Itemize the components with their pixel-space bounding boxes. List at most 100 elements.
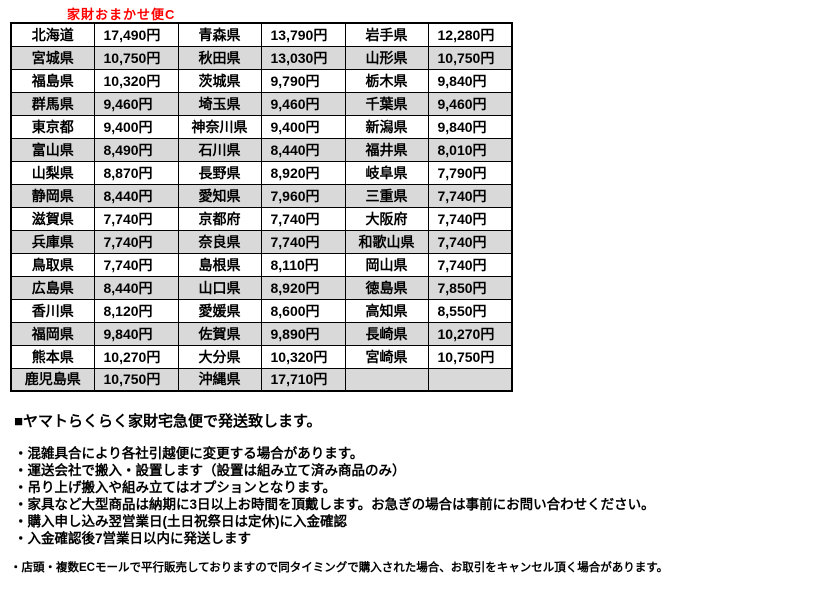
price-cell: 17,710円 (260, 367, 346, 392)
price-cell: 8,440円 (260, 137, 346, 162)
price-cell: 9,460円 (427, 91, 513, 116)
prefecture-cell: 福岡県 (10, 321, 95, 346)
table-row: 兵庫県 7,740円 奈良県 7,740円 和歌山県 7,740円 (10, 229, 513, 254)
prefecture-cell: 滋賀県 (10, 206, 95, 231)
prefecture-cell: 秋田県 (177, 45, 262, 70)
prefecture-cell: 佐賀県 (177, 321, 262, 346)
price-cell: 9,460円 (93, 91, 179, 116)
price-cell: 9,790円 (260, 68, 346, 93)
prefecture-cell: 高知県 (344, 298, 429, 323)
price-cell: 7,740円 (93, 206, 179, 231)
price-cell: 7,850円 (427, 275, 513, 300)
prefecture-cell: 徳島県 (344, 275, 429, 300)
shipping-fee-table: 北海道 17,490円 青森県 13,790円 岩手県 12,280円 宮城県 10,750円… (10, 22, 513, 392)
prefecture-cell: 鳥取県 (10, 252, 95, 277)
prefecture-cell: 岡山県 (344, 252, 429, 277)
price-cell: 9,840円 (427, 68, 513, 93)
prefecture-cell: 大分県 (177, 344, 262, 369)
prefecture-cell: 京都府 (177, 206, 262, 231)
prefecture-cell: 山口県 (177, 275, 262, 300)
table-row: 滋賀県 7,740円 京都府 7,740円 大阪府 7,740円 (10, 206, 513, 231)
prefecture-cell: 埼玉県 (177, 91, 262, 116)
notes-footnote: ・店頭・複数ECモールで平行販売しておりますので同タイミングで購入された場合、お… (10, 562, 669, 574)
note-bullet: ・家具など大型商品は納期に3日以上お時間を頂戴します。お急ぎの場合は事前にお問い… (14, 497, 655, 512)
price-cell: 13,030円 (260, 45, 346, 70)
prefecture-cell: 鹿児島県 (10, 367, 95, 392)
price-cell: 10,320円 (93, 68, 179, 93)
prefecture-cell: 沖縄県 (177, 367, 262, 392)
prefecture-cell: 奈良県 (177, 229, 262, 254)
price-cell: 10,750円 (93, 367, 179, 392)
shipping-notes: ■ヤマトらくらく家財宅急便で発送致します。 ・混雑具合により各社引越便に変更する… (14, 410, 814, 547)
price-cell: 8,440円 (93, 275, 179, 300)
price-cell: 8,870円 (93, 160, 179, 185)
prefecture-cell: 熊本県 (10, 344, 95, 369)
note-bullet: ・吊り上げ搬入や組み立てはオプションとなります。 (14, 480, 336, 495)
prefecture-cell: 富山県 (10, 137, 95, 162)
price-cell: 8,490円 (93, 137, 179, 162)
notes-bullet-list: ・混雑具合により各社引越便に変更する場合があります。・運送会社で搬入・設置します… (14, 445, 814, 547)
prefecture-cell: 愛媛県 (177, 298, 262, 323)
table-row: 富山県 8,490円 石川県 8,440円 福井県 8,010円 (10, 137, 513, 162)
prefecture-cell: 兵庫県 (10, 229, 95, 254)
table-row: 福島県 10,320円 茨城県 9,790円 栃木県 9,840円 (10, 68, 513, 93)
prefecture-cell: 静岡県 (10, 183, 95, 208)
note-bullet: ・入金確認後7営業日以内に発送します (14, 531, 252, 546)
prefecture-cell: 岐阜県 (344, 160, 429, 185)
prefecture-cell: 東京都 (10, 114, 95, 139)
price-cell: 8,600円 (260, 298, 346, 323)
price-cell: 8,120円 (93, 298, 179, 323)
price-cell: 9,460円 (260, 91, 346, 116)
prefecture-cell: 大阪府 (344, 206, 429, 231)
price-cell: 7,740円 (93, 229, 179, 254)
prefecture-cell (344, 367, 429, 392)
price-cell: 10,270円 (93, 344, 179, 369)
notes-heading: ■ヤマトらくらく家財宅急便で発送致します。 (14, 413, 322, 430)
price-cell: 10,750円 (93, 45, 179, 70)
price-cell: 17,490円 (93, 22, 179, 47)
price-cell: 7,960円 (260, 183, 346, 208)
prefecture-cell: 和歌山県 (344, 229, 429, 254)
price-cell: 8,440円 (93, 183, 179, 208)
table-row: 宮城県 10,750円 秋田県 13,030円 山形県 10,750円 (10, 45, 513, 70)
table-row: 鳥取県 7,740円 島根県 8,110円 岡山県 7,740円 (10, 252, 513, 277)
prefecture-cell: 栃木県 (344, 68, 429, 93)
price-cell: 7,740円 (93, 252, 179, 277)
price-cell: 10,750円 (427, 344, 513, 369)
page-title: 家財おまかせ便C (67, 7, 176, 22)
prefecture-cell: 三重県 (344, 183, 429, 208)
price-cell: 7,740円 (427, 252, 513, 277)
price-cell: 10,750円 (427, 45, 513, 70)
price-cell: 8,010円 (427, 137, 513, 162)
prefecture-cell: 島根県 (177, 252, 262, 277)
prefecture-cell: 青森県 (177, 22, 262, 47)
note-bullet: ・混雑具合により各社引越便に変更する場合があります。 (14, 446, 364, 461)
prefecture-cell: 宮崎県 (344, 344, 429, 369)
prefecture-cell: 北海道 (10, 22, 95, 47)
price-cell: 7,790円 (427, 160, 513, 185)
table-row: 鹿児島県 10,750円 沖縄県 17,710円 (10, 367, 513, 392)
price-cell: 9,840円 (427, 114, 513, 139)
prefecture-cell: 茨城県 (177, 68, 262, 93)
table-row: 群馬県 9,460円 埼玉県 9,460円 千葉県 9,460円 (10, 91, 513, 116)
table-row: 広島県 8,440円 山口県 8,920円 徳島県 7,850円 (10, 275, 513, 300)
prefecture-cell: 長野県 (177, 160, 262, 185)
prefecture-cell: 福井県 (344, 137, 429, 162)
price-cell: 9,400円 (93, 114, 179, 139)
prefecture-cell: 神奈川県 (177, 114, 262, 139)
prefecture-cell: 広島県 (10, 275, 95, 300)
price-cell: 10,270円 (427, 321, 513, 346)
note-bullet: ・運送会社で搬入・設置します（設置は組み立て済み商品のみ） (14, 463, 406, 478)
note-bullet: ・購入申し込み翌営業日(土日祝祭日は定休)に入金確認 (14, 514, 347, 529)
prefecture-cell: 香川県 (10, 298, 95, 323)
price-cell: 8,110円 (260, 252, 346, 277)
price-cell: 8,920円 (260, 160, 346, 185)
table-row: 東京都 9,400円 神奈川県 9,400円 新潟県 9,840円 (10, 114, 513, 139)
price-cell: 7,740円 (427, 229, 513, 254)
prefecture-cell: 福島県 (10, 68, 95, 93)
table-row: 熊本県 10,270円 大分県 10,320円 宮崎県 10,750円 (10, 344, 513, 369)
price-cell: 7,740円 (260, 229, 346, 254)
prefecture-cell: 岩手県 (344, 22, 429, 47)
prefecture-cell: 群馬県 (10, 91, 95, 116)
